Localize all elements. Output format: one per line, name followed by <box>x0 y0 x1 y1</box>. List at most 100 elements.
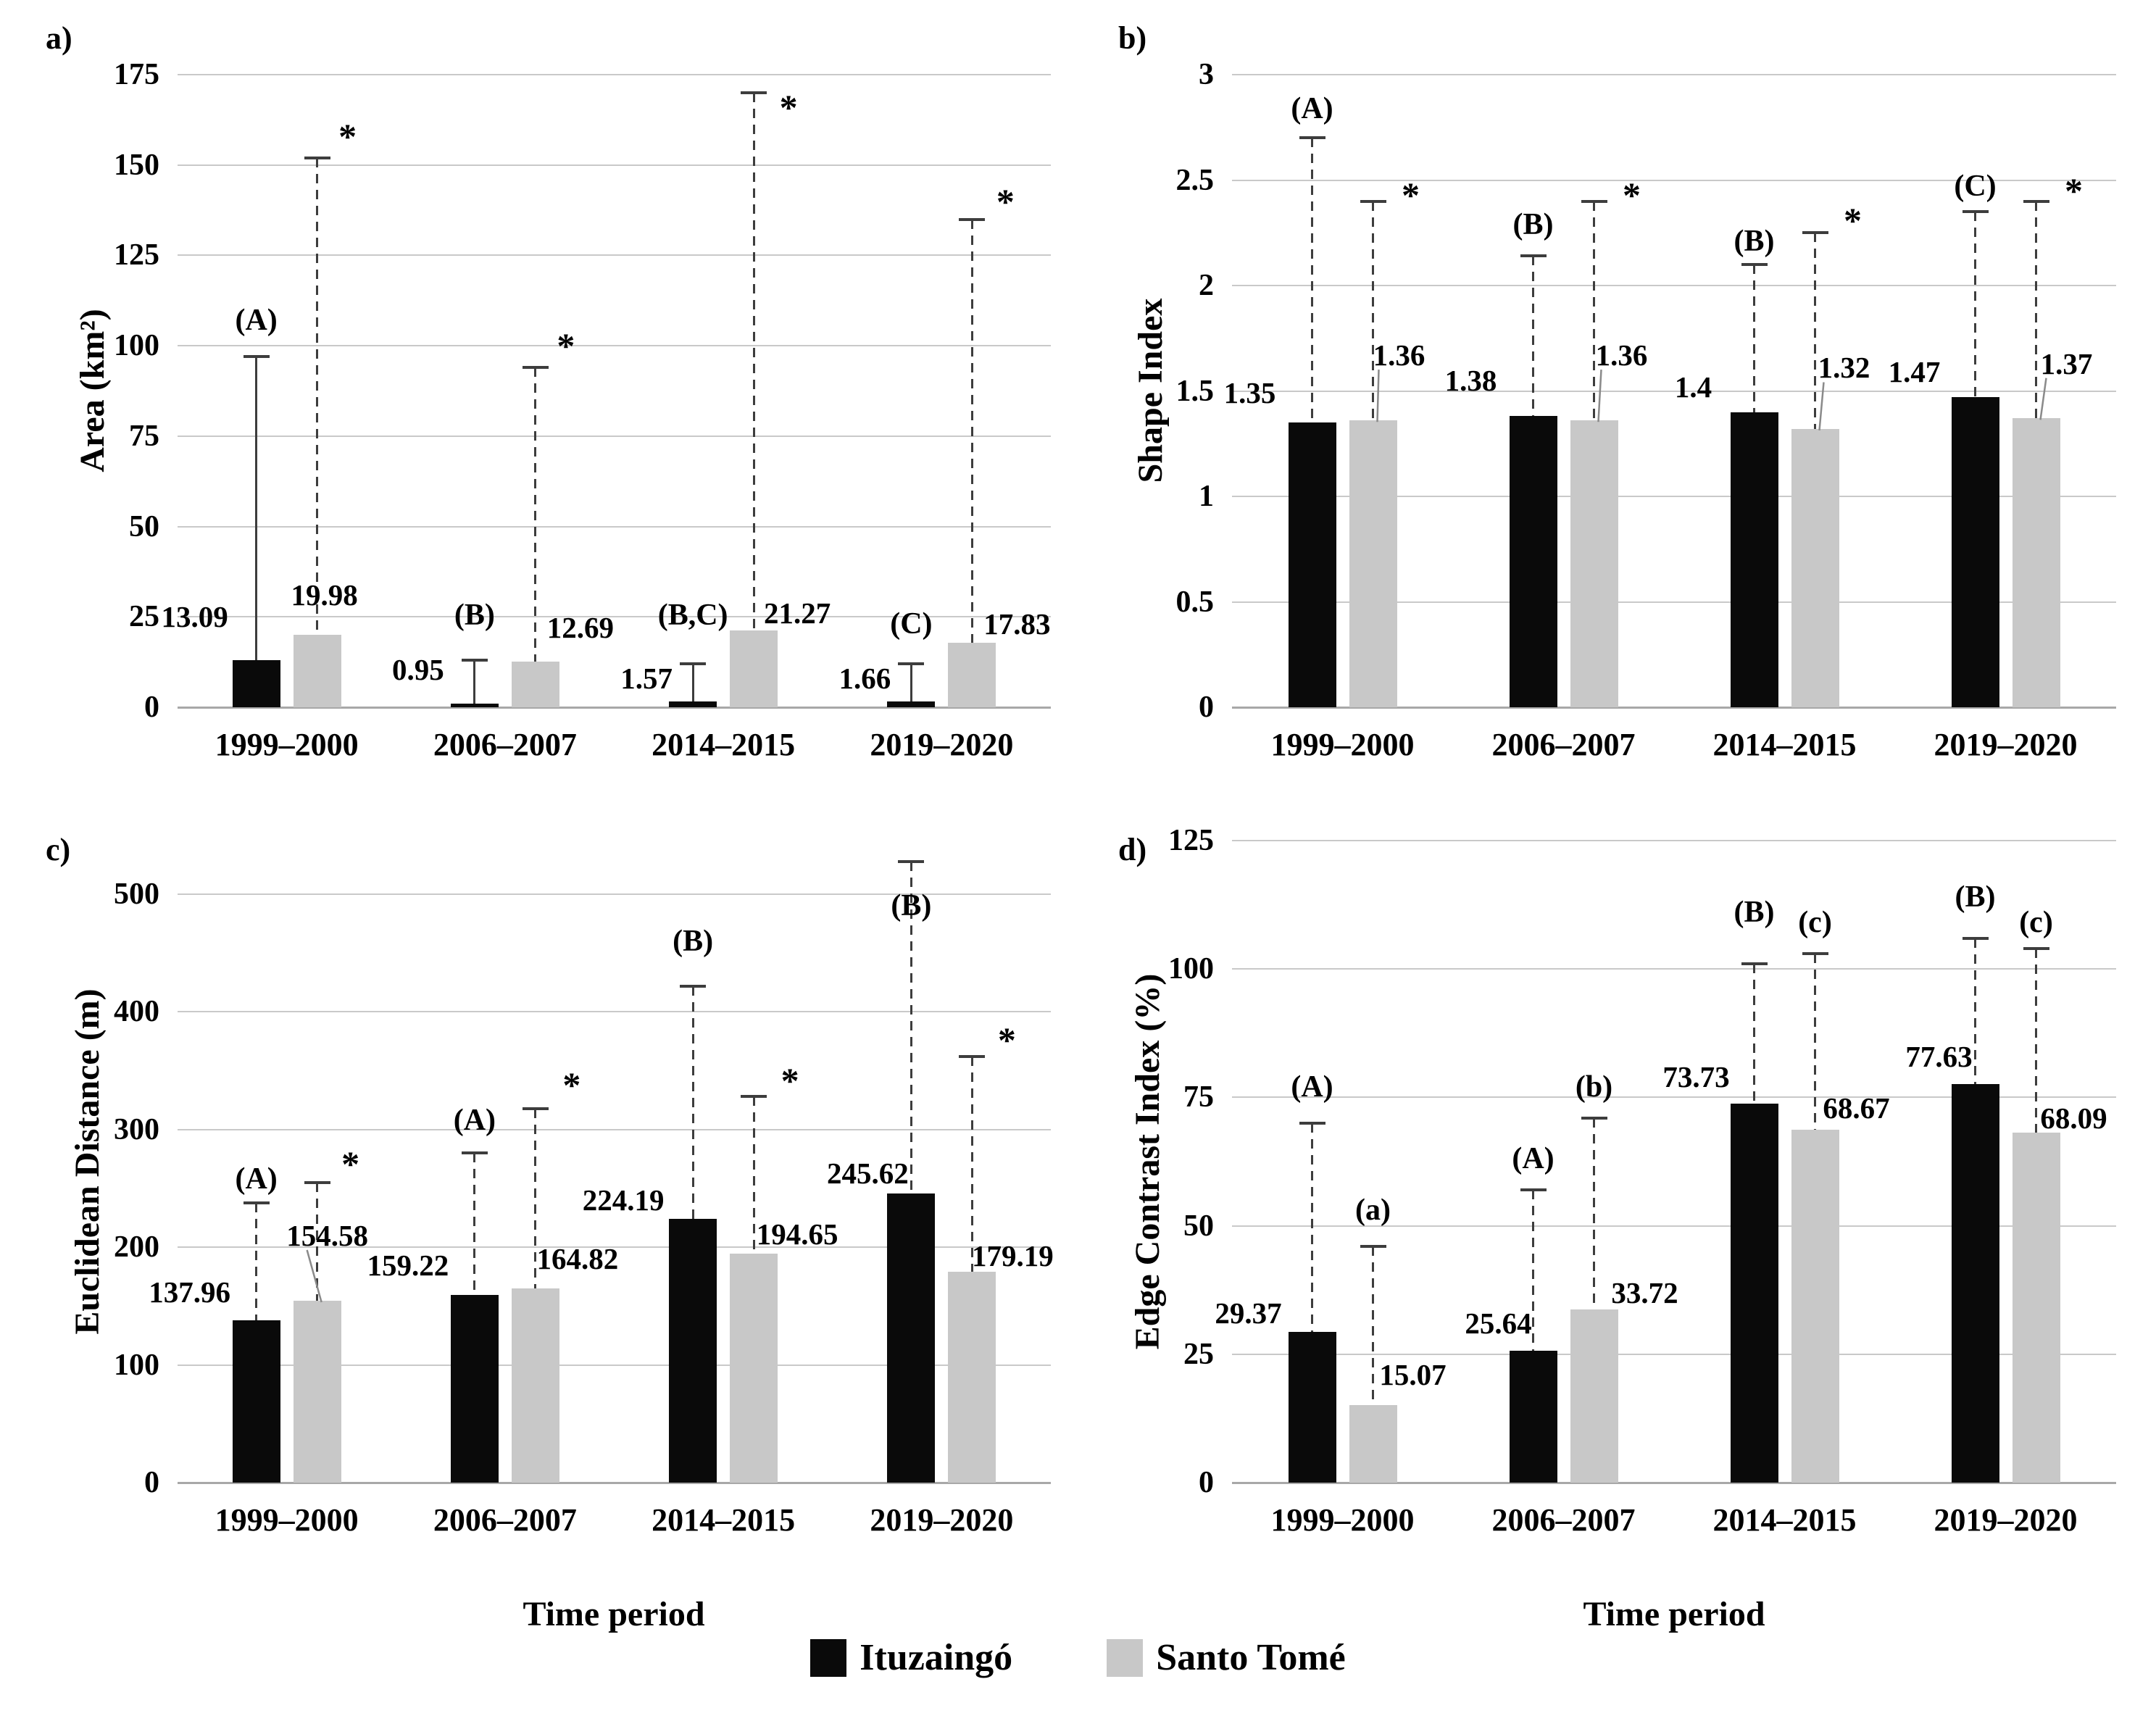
error-bar <box>970 219 973 643</box>
y-tick-label: 0 <box>144 691 159 724</box>
value-label: 179.19 <box>972 1238 1054 1272</box>
y-tick-label: 300 <box>114 1112 159 1146</box>
significance-letter: (B) <box>891 889 932 923</box>
gridline <box>1232 601 2116 603</box>
y-tick-label: 2.5 <box>1175 163 1215 197</box>
error-bar-cap <box>680 662 707 666</box>
y-tick-label: 125 <box>114 238 159 272</box>
significance-letter: (C) <box>890 607 933 641</box>
error-bar <box>1814 953 1816 1130</box>
value-label: 1.32 <box>1818 351 1870 385</box>
x-axis-line <box>1232 1482 2116 1484</box>
value-label: 1.57 <box>620 662 673 696</box>
error-bar <box>255 357 258 660</box>
bar-santo-tome-1999–2000 <box>1349 420 1397 707</box>
gridline <box>178 1246 1051 1249</box>
significance-letter: (B) <box>1733 224 1775 258</box>
error-bar <box>1753 964 1755 1104</box>
y-tick-label: 1.5 <box>1175 374 1215 408</box>
error-bar <box>1532 256 1534 417</box>
value-label: 1.35 <box>1223 376 1276 410</box>
value-label: 224.19 <box>582 1183 665 1217</box>
x-tick-label: 2006–2007 <box>1491 727 1636 762</box>
bar-santo-tome-2006–2007 <box>1570 420 1618 707</box>
value-label: 194.65 <box>756 1217 838 1251</box>
bar-ituzaingo-2006–2007 <box>1509 1351 1557 1483</box>
legend-swatch-ituzaingo <box>810 1638 847 1677</box>
legend-swatch-santo-tome <box>1107 1638 1144 1677</box>
value-label: 77.63 <box>1905 1039 1973 1073</box>
bar-santo-tome-2014–2015 <box>730 630 778 707</box>
error-bar-cap <box>1741 962 1768 966</box>
gridline <box>1232 390 2116 392</box>
error-bar-cap <box>522 366 549 370</box>
value-label: 1.36 <box>1595 338 1648 372</box>
gridline <box>178 74 1051 75</box>
significance-letter: (a) <box>1355 1193 1391 1228</box>
x-tick-label: 2014–2015 <box>652 727 796 762</box>
x-tick-label: 2006–2007 <box>433 1502 577 1538</box>
bar-ituzaingo-2006–2007 <box>1509 416 1557 707</box>
error-bar-cap <box>304 156 330 159</box>
error-bar <box>691 664 694 702</box>
significance-letter: (c) <box>1798 906 1832 940</box>
y-tick-label: 125 <box>1168 824 1214 857</box>
error-bar <box>1974 938 1976 1084</box>
value-label: 1.38 <box>1444 363 1497 397</box>
legend: Ituzaingó Santo Tomé <box>0 1636 2156 1679</box>
bar-ituzaingo-2014–2015 <box>669 701 717 707</box>
significance-asterisk: * <box>997 1020 1016 1061</box>
significance-asterisk: * <box>557 325 575 367</box>
error-bar-cap <box>680 984 707 988</box>
bar-santo-tome-1999–2000 <box>293 1300 341 1483</box>
significance-asterisk: * <box>1402 174 1420 215</box>
significance-letter: (B) <box>454 598 495 632</box>
error-bar <box>316 157 319 636</box>
bar-santo-tome-1999–2000 <box>293 635 341 707</box>
error-bar <box>1593 1117 1595 1309</box>
value-label: 159.22 <box>367 1248 449 1282</box>
legend-label-santo-tome: Santo Tomé <box>1156 1637 1346 1678</box>
panel-shape-index: b) Shape Index 0 0.5 1 1.5 2 2.5 3 1999–2000 1.3… <box>1112 18 2156 826</box>
significance-asterisk: * <box>996 180 1015 222</box>
significance-letter: (A) <box>1291 1070 1333 1104</box>
gridline <box>178 1128 1051 1130</box>
significance-letter: (B) <box>1955 880 1996 914</box>
significance-letter: (B,C) <box>657 598 728 632</box>
error-bar <box>752 92 755 630</box>
x-tick-label: 2019–2020 <box>1934 727 2078 762</box>
gridline <box>178 164 1051 166</box>
bar-santo-tome-2006–2007 <box>511 1288 559 1483</box>
x-tick-label: 1999–2000 <box>215 1502 359 1538</box>
significance-asterisk: * <box>779 86 798 128</box>
bar-santo-tome-2019–2020 <box>948 643 996 707</box>
error-bar <box>1753 264 1755 412</box>
gridline <box>178 1011 1051 1013</box>
bar-santo-tome-2019–2020 <box>948 1272 996 1483</box>
error-bar-cap <box>959 1055 986 1059</box>
bar-ituzaingo-1999–2000 <box>1288 422 1336 707</box>
panel-area: a) Area (km²) 0 25 50 75 100 125 150 175 1999–20… <box>40 18 1098 826</box>
x-tick-label: 2014–2015 <box>652 1502 796 1538</box>
y-tick-label: 2 <box>1199 269 1214 302</box>
error-bar <box>316 1182 319 1301</box>
y-tick-label: 75 <box>129 419 159 453</box>
gridline <box>1232 1353 2116 1355</box>
y-tick-label: 100 <box>1168 952 1214 986</box>
error-bar <box>1593 201 1595 421</box>
y-tick-label: 100 <box>114 1348 159 1382</box>
y-axis-title-edge-contrast-index: Edge Contrast Index (%) <box>1128 973 1167 1350</box>
bar-santo-tome-2006–2007 <box>1570 1309 1618 1483</box>
significance-letter: (B) <box>1733 896 1775 930</box>
error-bar <box>473 660 476 704</box>
x-axis-line <box>178 1482 1051 1484</box>
bar-santo-tome-2014–2015 <box>1791 428 1839 707</box>
error-bar <box>2035 948 2037 1133</box>
value-label: 245.62 <box>827 1156 909 1190</box>
value-label: 1.66 <box>838 662 891 696</box>
y-tick-label: 175 <box>114 58 159 91</box>
value-label: 0.95 <box>392 652 444 686</box>
y-tick-label: 50 <box>129 509 159 543</box>
x-axis-title: Time period <box>523 1595 705 1633</box>
error-bar-cap <box>461 1151 488 1155</box>
